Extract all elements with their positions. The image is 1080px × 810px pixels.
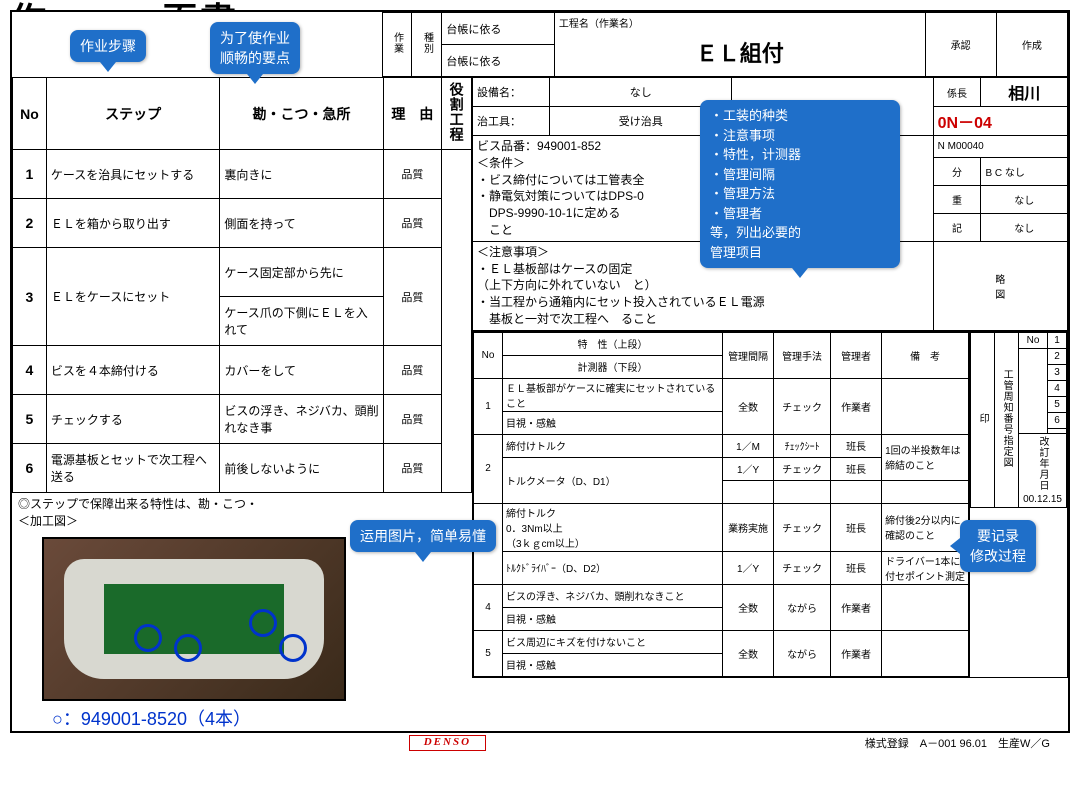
header-table: 作業 種別 台帳に依る 工程名（作業名） ＥＬ組付 承認 作成 台帳に依る xyxy=(12,12,1068,77)
callout-mgmt: ・工装的种类 ・注意事项 ・特性，计测器 ・管理间隔 ・管理方法 ・管理者 等，… xyxy=(700,100,900,268)
denso-logo: DENSO xyxy=(409,735,486,751)
callout-tips: 为了使作业 顺畅的要点 xyxy=(210,22,300,74)
steps-table: No ステップ 勘・こつ・急所 理 由 役割工程 1ケースを治具にセットする裏向… xyxy=(12,77,472,493)
footer: DENSO 様式登録 A－001 96.01 生産W／G xyxy=(10,733,1070,753)
callout-revision: 要记录 修改过程 xyxy=(960,520,1036,572)
mgmt-table: No 特 性（上段） 管理間隔 管理手法 管理者 備 考 計測器（下段） 1ＥＬ… xyxy=(473,332,969,677)
process-name: ＥＬ組付 xyxy=(559,30,921,74)
photo-caption: ○：949001-8520（4本） xyxy=(52,705,472,731)
footer-right: 様式登録 A－001 96.01 生産W／G xyxy=(865,735,1050,751)
sheet: 作業 種別 台帳に依る 工程名（作業名） ＥＬ組付 承認 作成 台帳に依る No… xyxy=(10,10,1070,733)
assembly-photo xyxy=(42,537,346,701)
revision-log: 印 工管周知番号指定図 No 1 2 3 4 5 6 改訂年月日00.12.15 xyxy=(970,332,1067,508)
callout-photo: 运用图片，简单易懂 xyxy=(350,520,496,552)
callout-steps: 作业步骤 xyxy=(70,30,146,62)
mgmt-wrapper: No 特 性（上段） 管理間隔 管理手法 管理者 備 考 計測器（下段） 1ＥＬ… xyxy=(472,331,1068,678)
